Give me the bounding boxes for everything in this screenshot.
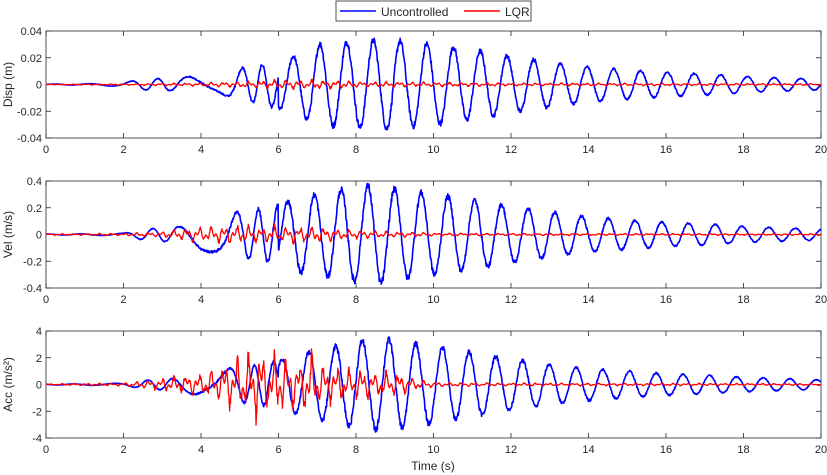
x-tick-label: 2	[120, 444, 126, 456]
x-tick-label: 0	[43, 444, 49, 456]
uncontrolled-series-line	[45, 182, 822, 285]
acceleration-ylabel: Acc (m/s²)	[1, 357, 15, 412]
x-tick-label: 18	[737, 444, 749, 456]
x-tick-label: 20	[815, 294, 827, 306]
y-tick-label: 0.02	[21, 53, 42, 65]
x-tick-label: 2	[120, 144, 126, 156]
displacement-ylabel: Disp (m)	[1, 62, 15, 107]
x-tick-label: 14	[582, 294, 594, 306]
velocity-series	[45, 182, 822, 285]
x-tick-label: 10	[427, 444, 439, 456]
y-tick-label: 0.4	[27, 176, 42, 188]
x-tick-label: 12	[505, 294, 517, 306]
x-tick-label: 18	[737, 144, 749, 156]
x-tick-label: 16	[660, 444, 672, 456]
x-tick-label: 12	[505, 444, 517, 456]
x-tick-label: 0	[43, 294, 49, 306]
y-tick-label: 0.2	[27, 203, 42, 215]
velocity-panel: 0 2 4 6 8 10 12 14 16 18 20 -0.4 -0.2 0 0.2 0.4 Vel (m/…	[1, 176, 827, 306]
x-tick-label: 16	[660, 144, 672, 156]
legend-box	[335, 0, 532, 22]
x-tick-label: 10	[427, 294, 439, 306]
y-tick-label: 0.04	[21, 26, 42, 38]
x-tick-label: 6	[275, 294, 281, 306]
y-tick-label: 0	[36, 230, 42, 242]
y-tick-label: -2	[32, 406, 42, 418]
x-tick-label: 16	[660, 294, 672, 306]
x-tick-label: 0	[43, 144, 49, 156]
y-tick-label: -4	[32, 433, 42, 445]
x-tick-label: 8	[353, 294, 359, 306]
x-tick-label: 14	[582, 144, 594, 156]
lqr-series-line	[45, 222, 822, 245]
velocity-ylabel: Vel (m/s)	[1, 211, 15, 258]
x-tick-label: 4	[198, 444, 204, 456]
y-tick-label: 0	[36, 380, 42, 392]
x-tick-label: 18	[737, 294, 749, 306]
x-tick-label: 4	[198, 294, 204, 306]
legend: Uncontrolled LQR	[335, 0, 532, 22]
legend-uncontrolled-label: Uncontrolled	[381, 5, 448, 19]
displacement-panel: 0 2 4 6 8 10 12 14 16 18 20 -0.04 -0.02 0 0.02 0.04 Dis…	[1, 26, 827, 156]
x-tick-label: 12	[505, 144, 517, 156]
x-tick-label: 6	[275, 444, 281, 456]
x-tick-label: 20	[815, 444, 827, 456]
acceleration-panel: 0 2 4 6 8 10 12 14 16 18 20 -4 -2 0 2 4 Acc (m/s²) Time…	[1, 326, 827, 473]
displacement-ticks: 0 2 4 6 8 10 12 14 16 18 20 -0.04 -0.02 0 0.02 0.04	[17, 26, 827, 156]
y-tick-label: -0.04	[17, 133, 42, 145]
x-tick-label: 8	[353, 144, 359, 156]
x-tick-label: 10	[427, 144, 439, 156]
y-tick-label: 0	[36, 80, 42, 92]
acceleration-ticks: 0 2 4 6 8 10 12 14 16 18 20 -4 -2 0 2 4	[32, 326, 827, 456]
x-tick-label: 8	[353, 444, 359, 456]
displacement-series	[45, 37, 822, 131]
time-xlabel: Time (s)	[411, 459, 455, 473]
x-tick-label: 6	[275, 144, 281, 156]
x-tick-label: 20	[815, 144, 827, 156]
lqr-series-line	[45, 78, 822, 91]
y-tick-label: 2	[36, 353, 42, 365]
x-tick-label: 14	[582, 444, 594, 456]
y-tick-label: -0.4	[23, 283, 42, 295]
acceleration-series	[45, 336, 822, 433]
y-tick-label: -0.02	[17, 106, 42, 118]
x-tick-label: 4	[198, 144, 204, 156]
velocity-ticks: 0 2 4 6 8 10 12 14 16 18 20 -0.4 -0.2 0 0.2 0.4	[23, 176, 827, 306]
uncontrolled-series-line	[45, 37, 822, 131]
lqr-series-line	[45, 348, 822, 426]
x-tick-label: 2	[120, 294, 126, 306]
y-tick-label: 4	[36, 326, 42, 338]
y-tick-label: -0.2	[23, 256, 42, 268]
legend-lqr-label: LQR	[505, 5, 530, 19]
